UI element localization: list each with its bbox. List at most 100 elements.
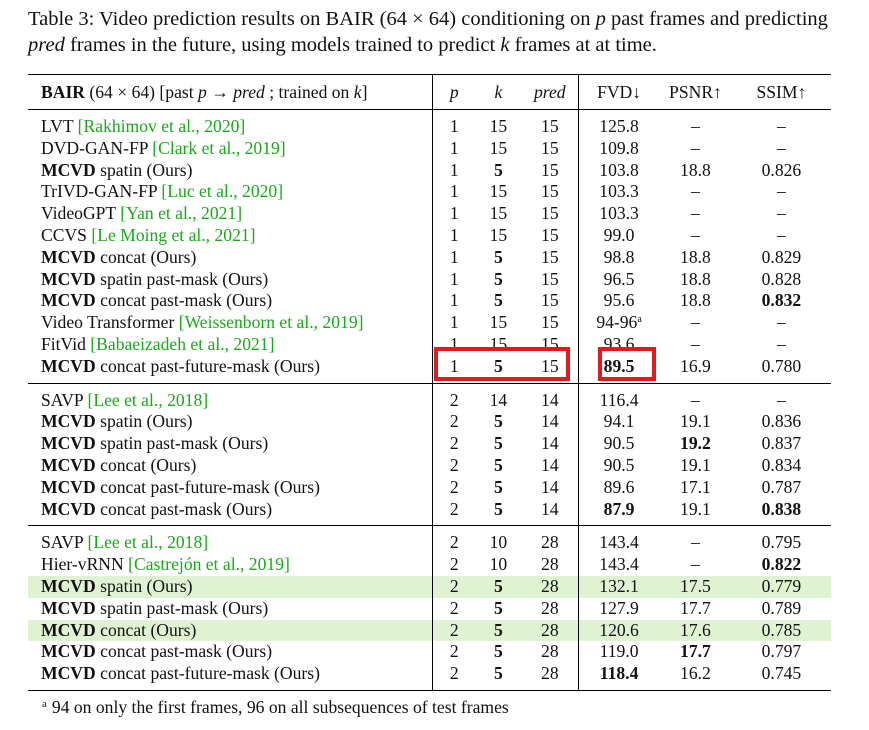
- cell-fvd: 94-96a: [578, 312, 660, 334]
- cell-fvd: 90.5: [578, 433, 660, 455]
- cell-psnr: 17.7: [680, 641, 711, 662]
- cell-p: 2: [432, 575, 476, 598]
- cell-psnr: 17.6: [659, 619, 732, 642]
- cell-p: 2: [432, 383, 476, 412]
- cell-k: 15: [489, 203, 508, 224]
- citation-link[interactable]: [Castrejón et al., 2019]: [128, 554, 290, 575]
- header-pred: pred: [521, 74, 579, 110]
- cell-pred: 28: [541, 641, 559, 662]
- footnote-text: 94 on only the first frames, 96 on all s…: [51, 697, 509, 717]
- cell-p: 2: [432, 411, 476, 434]
- citation-link[interactable]: [Clark et al., 2019]: [152, 137, 286, 158]
- cell-method: SAVP [Lee et al., 2018]: [41, 532, 209, 553]
- cell-ssim: 0.797: [761, 641, 802, 662]
- cell-p: 1: [432, 290, 476, 313]
- results-table: BAIR (64 × 64) [past p → pred ; trained …: [28, 74, 831, 691]
- cell-k: 15: [489, 137, 508, 158]
- citation-link[interactable]: [Luc et al., 2020]: [161, 181, 284, 202]
- cell-psnr: 18.8: [680, 159, 711, 180]
- header-fvd: FVD↓: [578, 74, 660, 110]
- table-row: MCVD concat (Ours) 2 5 14 90.5 19.1 0.834: [28, 454, 831, 477]
- cell-k: 5: [493, 433, 503, 454]
- cell-method: MCVD concat past-future-mask (Ours): [41, 663, 320, 684]
- cell-psnr: –: [691, 137, 700, 158]
- cell-pred: 14: [541, 433, 559, 454]
- cell-fvd: 99.0: [578, 224, 660, 247]
- cell-psnr: 19.1: [680, 498, 711, 519]
- cell-method: DVD-GAN-FP [Clark et al., 2019]: [41, 137, 286, 158]
- cell-p: 2: [432, 498, 476, 526]
- cell-ssim: 0.822: [761, 554, 802, 575]
- cell-k: 14: [489, 389, 508, 410]
- table-row: VideoGPT [Yan et al., 2021] 1 15 15 103.3 – –: [28, 203, 831, 225]
- cell-psnr: 19.1: [680, 411, 711, 432]
- cell-k: 5: [493, 454, 503, 475]
- table-row: MCVD concat past-future-mask (Ours) 2 5 14 8…: [28, 476, 831, 499]
- cell-k: 5: [493, 498, 503, 519]
- cell-method: CCVS [Le Moing et al., 2021]: [41, 224, 256, 245]
- cell-psnr: 18.8: [680, 246, 711, 267]
- cell-ssim: –: [777, 389, 786, 410]
- cell-method: MCVD concat (Ours): [41, 454, 197, 475]
- table-row: SAVP [Lee et al., 2018] 2 14 14 116.4 – –: [28, 383, 831, 412]
- cell-psnr: 17.5: [659, 575, 732, 598]
- cell-k: 5: [493, 159, 503, 180]
- cell-ssim: 0.779: [731, 575, 831, 598]
- cell-pred: 15: [541, 181, 559, 202]
- cell-k: 5: [493, 663, 503, 684]
- cell-fvd: 96.5: [578, 268, 660, 291]
- cell-psnr: 17.1: [680, 476, 711, 497]
- cell-method: MCVD spatin (Ours): [28, 575, 433, 598]
- cell-pred: 15: [541, 116, 559, 136]
- citation-link[interactable]: [Lee et al., 2018]: [87, 389, 209, 410]
- cell-method: MCVD concat past-mask (Ours): [41, 290, 273, 311]
- cell-ssim: –: [777, 224, 786, 245]
- cell-pred: 28: [541, 532, 559, 553]
- table-row: MCVD concat past-mask (Ours) 2 5 14 87.9 19.1…: [28, 498, 831, 526]
- citation-link[interactable]: [Rakhimov et al., 2020]: [77, 116, 246, 136]
- cell-fvd: 103.3: [578, 203, 660, 225]
- cell-pred: 14: [541, 498, 559, 519]
- table-row: MCVD spatin (Ours) 2 5 14 94.1 19.1 0.836: [28, 411, 831, 434]
- cell-pred: 14: [541, 454, 559, 475]
- cell-k: 5: [493, 355, 503, 376]
- cell-ssim: –: [777, 333, 786, 354]
- cell-psnr: 18.8: [680, 268, 711, 289]
- cell-pred: 15: [541, 312, 559, 333]
- cell-fvd: 132.1: [578, 575, 660, 598]
- cell-p: 1: [432, 203, 476, 225]
- cell-method: MCVD concat (Ours): [41, 246, 197, 267]
- cell-ssim: 0.829: [761, 246, 802, 267]
- cell-p: 2: [432, 454, 476, 477]
- cell-pred: 15: [541, 290, 559, 311]
- cell-k: 5: [493, 246, 503, 267]
- citation-link[interactable]: [Babaeizadeh et al., 2021]: [90, 333, 275, 354]
- table-row: FitVid [Babaeizadeh et al., 2021] 1 15 15 93…: [28, 333, 831, 356]
- citation-link[interactable]: [Yan et al., 2021]: [120, 203, 243, 224]
- citation-link[interactable]: [Weissenborn et al., 2019]: [178, 312, 364, 333]
- cell-fvd: 109.8: [578, 137, 660, 160]
- cell-p: 2: [432, 619, 476, 642]
- cell-fvd: 94.1: [578, 411, 660, 434]
- cell-pred: 28: [541, 554, 559, 575]
- cell-method: MCVD concat (Ours): [28, 619, 433, 642]
- table-row: SAVP [Lee et al., 2018] 2 10 28 143.4 – 0.795: [28, 525, 831, 555]
- cell-fvd: 143.4: [578, 525, 660, 555]
- table-row: DVD-GAN-FP [Clark et al., 2019] 1 15 15 109.…: [28, 137, 831, 160]
- cell-pred: 15: [541, 137, 559, 158]
- highlight-box-pkpred: [434, 347, 570, 381]
- footnote-mark: a: [42, 698, 47, 710]
- cell-fvd: 127.9: [578, 597, 660, 620]
- cell-pred: 28: [521, 575, 579, 598]
- cell-method: MCVD spatin past-mask (Ours): [41, 597, 269, 618]
- header-row: BAIR (64 × 64) [past p → pred ; trained …: [28, 74, 831, 110]
- header-p: p: [432, 74, 476, 110]
- cell-k: 15: [489, 116, 508, 136]
- citation-link[interactable]: [Le Moing et al., 2021]: [91, 224, 256, 245]
- cell-method: LVT [Rakhimov et al., 2020]: [41, 116, 246, 136]
- citation-link[interactable]: [Lee et al., 2018]: [87, 532, 209, 553]
- cell-fvd: 125.8: [578, 109, 660, 138]
- cell-method: MCVD concat past-mask (Ours): [41, 498, 273, 519]
- cell-k: 15: [489, 181, 508, 202]
- cell-p: 1: [432, 159, 476, 182]
